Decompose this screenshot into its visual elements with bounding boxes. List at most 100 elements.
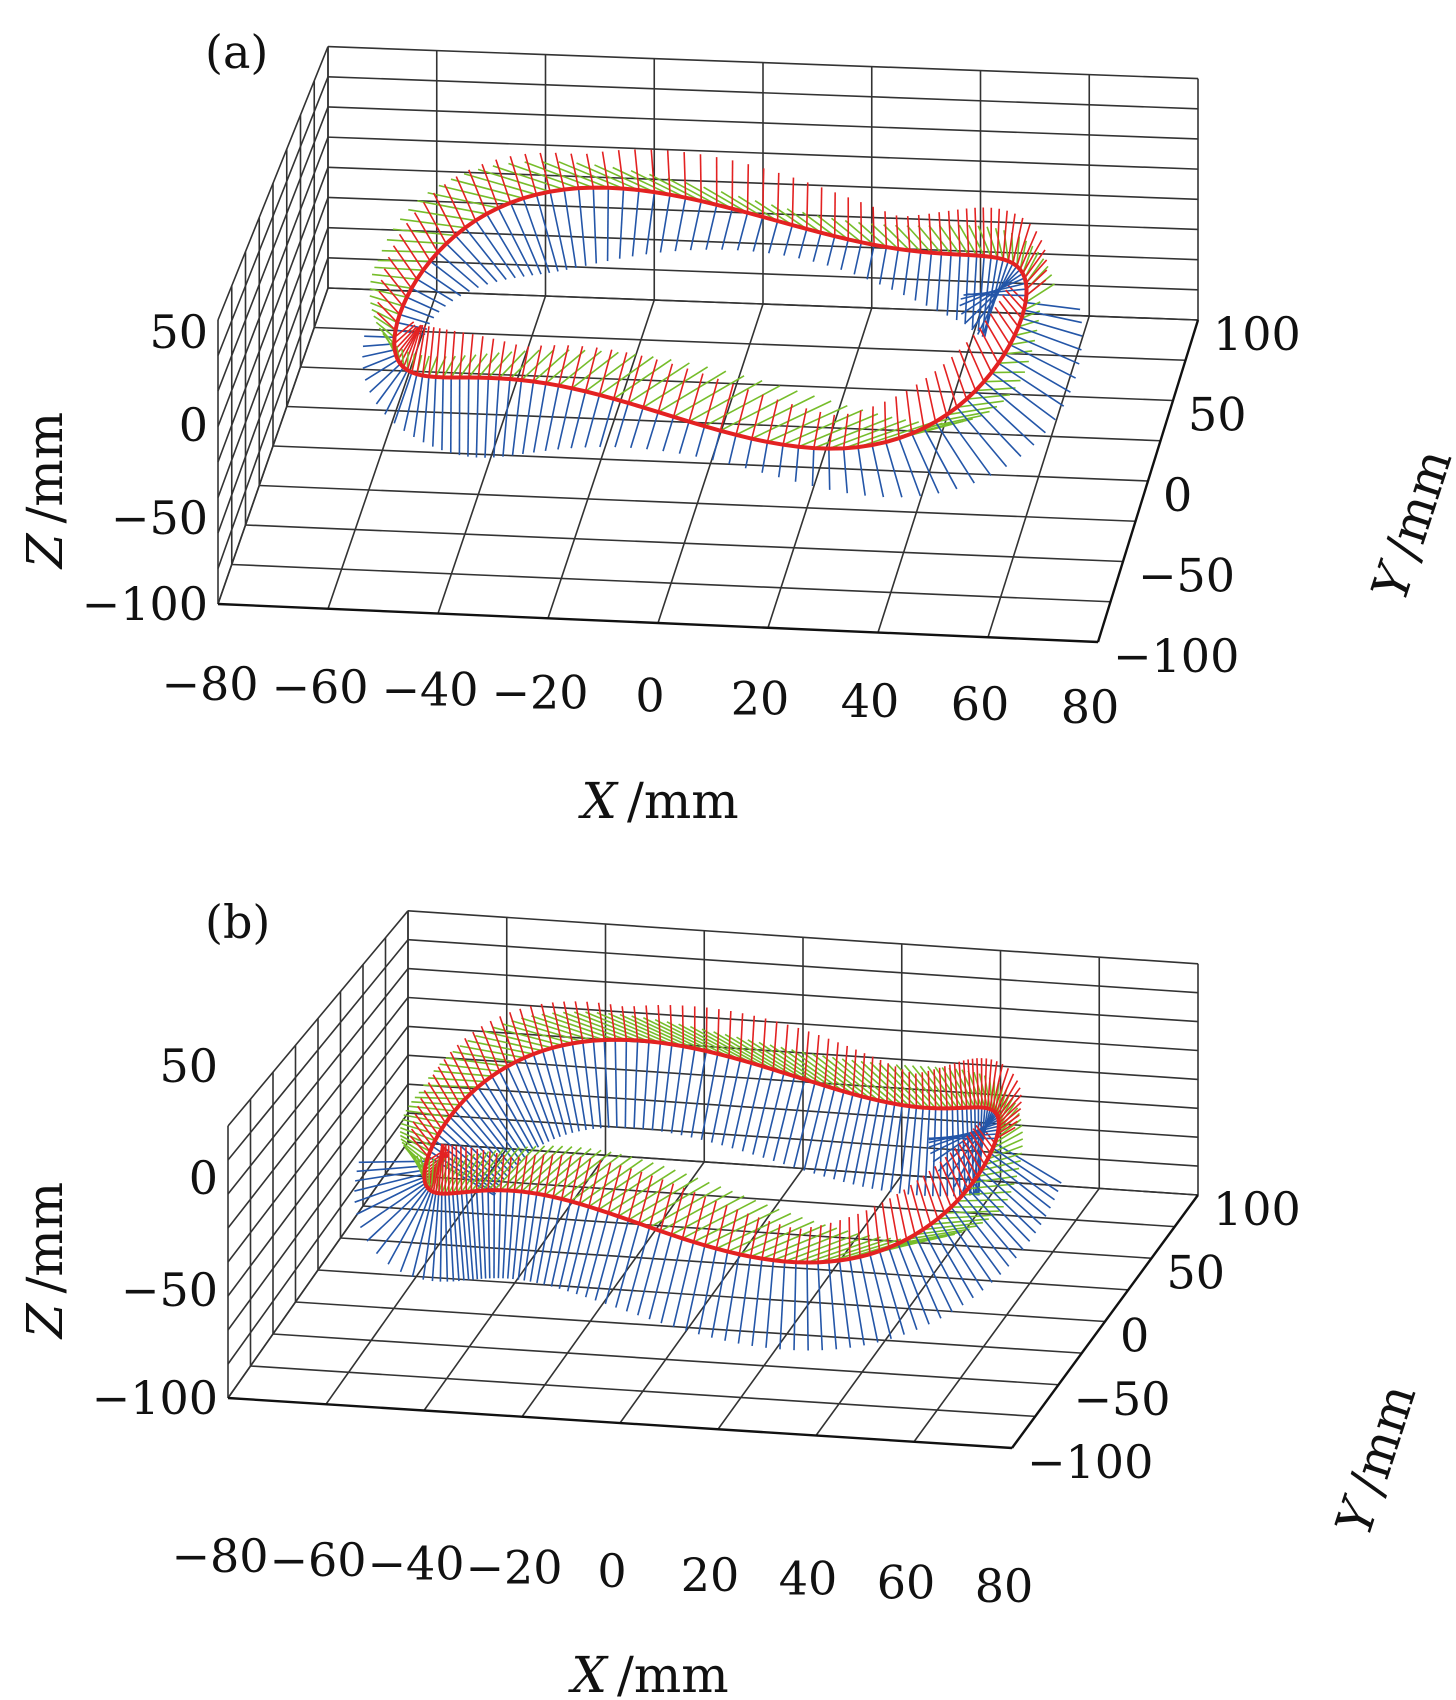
green-vector <box>375 321 396 338</box>
green-vector <box>780 1046 845 1093</box>
floor-grid-y-line <box>245 524 1124 563</box>
green-vector <box>782 409 864 446</box>
z-tick-label: −50 <box>111 491 208 545</box>
red-vector <box>1022 239 1043 274</box>
red-vector <box>509 156 524 199</box>
red-vector <box>998 1107 1022 1127</box>
panel-label-a: (a) <box>205 25 268 79</box>
red-vector <box>422 202 447 245</box>
blue-vector <box>422 269 462 297</box>
red-vector <box>524 153 538 195</box>
red-vector <box>574 1001 584 1042</box>
blue-vector <box>752 216 764 252</box>
green-vector <box>427 191 499 209</box>
blue-vector <box>934 421 975 484</box>
red-vector <box>995 1073 1015 1114</box>
red-vector <box>984 1058 988 1108</box>
back-wall-grid-line <box>327 226 1199 261</box>
green-vector <box>666 1021 741 1061</box>
blue-vector <box>517 1192 530 1280</box>
trajectory-curve <box>422 1037 1001 1265</box>
blue-vector <box>871 1102 888 1189</box>
green-vector <box>858 221 887 248</box>
green-vector <box>408 1105 455 1112</box>
green-vector <box>386 238 447 245</box>
blue-vector <box>977 256 985 332</box>
blue-vector <box>523 1057 556 1140</box>
red-vector <box>648 1179 664 1228</box>
blue-vector <box>474 220 516 279</box>
red-vector <box>962 1060 968 1108</box>
red-vector <box>865 1210 871 1255</box>
red-vector <box>806 1226 812 1263</box>
red-vector <box>393 324 416 345</box>
red-vector <box>782 404 793 445</box>
red-vector <box>692 1196 707 1243</box>
blue-vector <box>880 1103 896 1191</box>
left-wall-grid-line <box>217 167 329 463</box>
green-vector <box>962 1191 1012 1196</box>
blue-vector <box>871 444 885 498</box>
green-vector <box>894 224 922 253</box>
green-vector <box>477 352 500 379</box>
red-vector <box>543 1154 554 1196</box>
green-vector <box>428 356 438 377</box>
blue-vector <box>794 446 800 482</box>
blue-vector <box>1004 353 1071 393</box>
green-vector <box>598 1165 665 1211</box>
red-vector <box>804 1031 810 1080</box>
green-vector <box>703 186 748 214</box>
blue-vector <box>375 1187 429 1255</box>
red-vector <box>519 1008 535 1055</box>
red-vector <box>895 396 900 439</box>
green-vector <box>688 380 763 423</box>
blue-vector <box>582 1041 595 1130</box>
green-vector <box>986 226 999 259</box>
blue-vector <box>762 1072 785 1158</box>
red-vector <box>1007 284 1027 304</box>
blue-vector <box>902 250 911 296</box>
red-vector <box>657 363 674 413</box>
red-vector <box>948 1064 954 1109</box>
blue-vector <box>356 1165 426 1173</box>
green-vector <box>754 199 793 226</box>
green-vector <box>561 1153 622 1200</box>
green-vector <box>588 1162 654 1208</box>
red-vector <box>938 1067 943 1109</box>
red-vector <box>772 1021 778 1070</box>
blue-vector <box>689 200 702 251</box>
green-vector <box>701 1028 774 1071</box>
green-vector <box>414 1096 466 1100</box>
red-vector <box>975 1124 994 1149</box>
red-vector <box>873 1206 881 1252</box>
blue-vector <box>475 1190 483 1279</box>
red-vector <box>989 1061 998 1110</box>
green-vector <box>727 1216 803 1253</box>
blue-vector <box>975 389 1035 446</box>
green-vector <box>967 1183 1015 1190</box>
red-vector <box>857 1213 861 1257</box>
green-vector <box>438 184 511 204</box>
red-vector <box>520 346 530 381</box>
red-vector <box>703 378 719 427</box>
green-vector <box>973 1071 986 1109</box>
blue-vector <box>577 188 587 266</box>
red-vector <box>982 207 985 257</box>
green-vector <box>704 1208 780 1247</box>
green-vector <box>813 416 893 449</box>
green-vector <box>654 1018 730 1058</box>
red-vector <box>938 212 943 254</box>
blue-vector <box>987 1158 1051 1209</box>
blue-vector <box>690 1050 708 1138</box>
blue-vector <box>465 1191 474 1280</box>
blue-vector <box>782 1079 806 1165</box>
z-axis-var-a: Z <box>16 532 74 570</box>
red-vector <box>996 1080 1019 1116</box>
green-vector <box>544 1149 602 1196</box>
green-vector <box>857 422 932 448</box>
panel-b: (b) −80 −60 −40 −20 0 20 40 60 80 −100−50050100 … <box>16 895 1427 1700</box>
red-vector <box>535 1154 545 1194</box>
blue-vector <box>813 1088 836 1174</box>
red-vector <box>1025 269 1048 290</box>
blue-vector <box>452 1193 460 1282</box>
